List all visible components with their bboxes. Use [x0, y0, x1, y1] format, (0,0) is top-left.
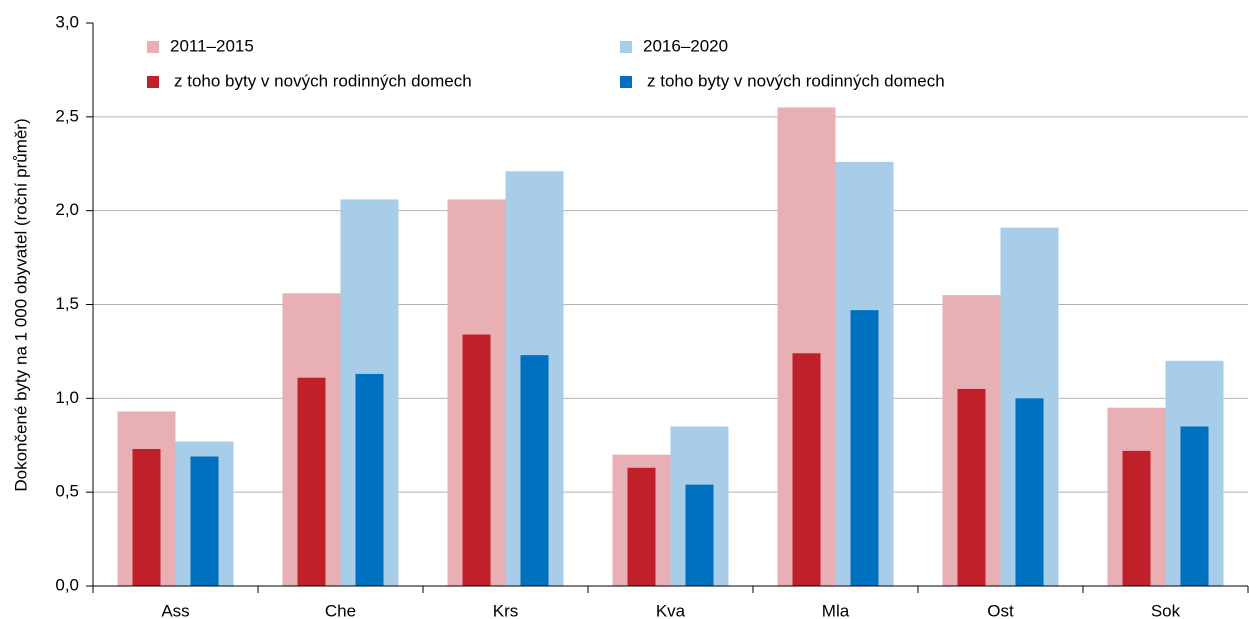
y-axis-label: Dokončené byty na 1 000 obyvatel (roční …	[11, 118, 30, 491]
bar	[957, 388, 986, 586]
bar	[355, 373, 384, 586]
legend-label: 2016–2020	[643, 36, 728, 55]
legend-label: z toho byty v nových rodinných domech	[647, 71, 945, 90]
bar	[1180, 426, 1209, 586]
y-tick-label: 0,5	[55, 482, 79, 501]
bar	[520, 355, 549, 586]
legend-swatch	[620, 41, 632, 53]
bar	[132, 449, 161, 586]
y-tick-label: 0,0	[55, 575, 79, 594]
x-tick-label: Kva	[656, 601, 686, 619]
legend-swatch	[147, 41, 159, 53]
legend-label: z toho byty v nových rodinných domech	[174, 71, 472, 90]
legend-label: 2011–2015	[170, 36, 254, 55]
y-tick-label: 2,0	[55, 200, 79, 219]
bar	[792, 353, 821, 586]
x-tick-label: Ost	[987, 601, 1014, 619]
y-tick-label: 1,0	[55, 388, 79, 407]
bar	[850, 310, 879, 586]
x-tick-label: Mla	[822, 601, 850, 619]
bar	[1122, 450, 1151, 586]
x-tick-label: Ass	[161, 601, 189, 619]
y-tick-label: 2,5	[55, 106, 79, 125]
bar	[462, 334, 491, 586]
y-tick-label: 3,0	[55, 12, 79, 31]
y-tick-label: 1,5	[55, 294, 79, 313]
bar	[1015, 398, 1044, 586]
legend-swatch	[147, 76, 159, 88]
legend-swatch	[620, 76, 632, 88]
bar	[685, 484, 714, 586]
bar	[627, 467, 656, 586]
x-tick-label: Sok	[1151, 601, 1181, 619]
x-tick-label: Krs	[493, 601, 519, 619]
bar	[190, 456, 219, 586]
bar	[297, 377, 326, 586]
x-tick-label: Che	[325, 601, 356, 619]
